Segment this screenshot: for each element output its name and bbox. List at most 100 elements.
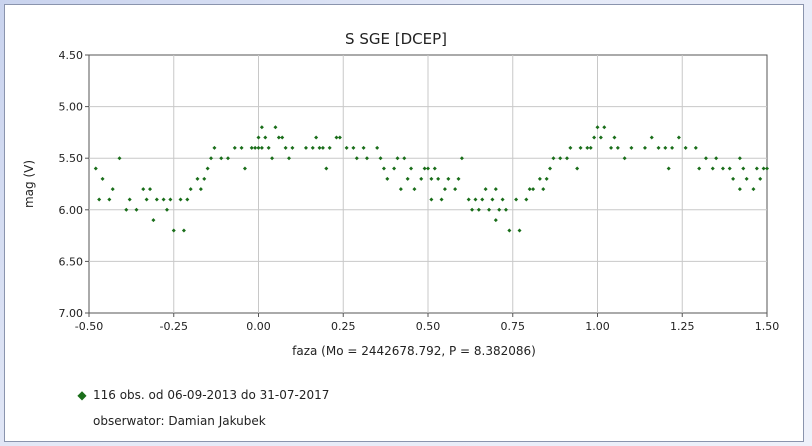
data-point bbox=[622, 156, 627, 161]
data-point bbox=[751, 187, 756, 192]
data-point bbox=[731, 176, 736, 181]
data-point bbox=[317, 145, 322, 150]
data-point bbox=[351, 145, 356, 150]
data-point bbox=[242, 166, 247, 171]
data-point bbox=[568, 145, 573, 150]
data-point bbox=[324, 166, 329, 171]
data-point bbox=[287, 156, 292, 161]
data-point bbox=[198, 187, 203, 192]
x-tick-label: -0.50 bbox=[75, 320, 103, 333]
data-point bbox=[422, 166, 427, 171]
data-point bbox=[164, 207, 169, 212]
data-point bbox=[602, 125, 607, 130]
y-tick-label: 5.50 bbox=[59, 152, 84, 165]
data-point bbox=[714, 156, 719, 161]
data-point bbox=[615, 145, 620, 150]
data-point bbox=[483, 187, 488, 192]
data-point bbox=[195, 176, 200, 181]
data-point bbox=[432, 166, 437, 171]
data-point bbox=[737, 187, 742, 192]
data-point bbox=[212, 145, 217, 150]
data-point bbox=[205, 166, 210, 171]
data-point bbox=[364, 156, 369, 161]
y-tick-label: 4.50 bbox=[59, 49, 84, 62]
data-point bbox=[344, 145, 349, 150]
data-points bbox=[93, 125, 769, 233]
data-point bbox=[327, 145, 332, 150]
data-point bbox=[256, 135, 261, 140]
y-tick-label: 6.50 bbox=[59, 255, 84, 268]
data-point bbox=[588, 145, 593, 150]
data-point bbox=[507, 228, 512, 233]
data-point bbox=[514, 197, 519, 202]
data-point bbox=[436, 176, 441, 181]
data-point bbox=[171, 228, 176, 233]
legend-marker-icon: ◆ bbox=[77, 388, 87, 402]
data-point bbox=[453, 187, 458, 192]
data-point bbox=[110, 187, 115, 192]
data-point bbox=[209, 156, 214, 161]
data-point bbox=[402, 156, 407, 161]
data-point bbox=[612, 135, 617, 140]
data-point bbox=[280, 135, 285, 140]
data-point bbox=[598, 135, 603, 140]
data-point bbox=[395, 156, 400, 161]
x-tick-label: 0.00 bbox=[246, 320, 271, 333]
data-point bbox=[737, 156, 742, 161]
data-point bbox=[337, 135, 342, 140]
data-point bbox=[466, 197, 471, 202]
x-tick-label: 1.25 bbox=[670, 320, 695, 333]
data-point bbox=[354, 156, 359, 161]
data-point bbox=[392, 166, 397, 171]
data-point bbox=[202, 176, 207, 181]
data-point bbox=[459, 156, 464, 161]
data-point bbox=[531, 187, 536, 192]
data-point bbox=[314, 135, 319, 140]
data-point bbox=[564, 156, 569, 161]
data-point bbox=[476, 207, 481, 212]
data-point bbox=[144, 197, 149, 202]
data-point bbox=[225, 156, 230, 161]
data-point bbox=[239, 145, 244, 150]
data-point bbox=[334, 135, 339, 140]
data-point bbox=[185, 197, 190, 202]
data-point bbox=[703, 156, 708, 161]
y-axis-ticks: 4.50 5.00 5.50 6.00 6.50 7.00 bbox=[59, 49, 89, 320]
data-point bbox=[154, 197, 159, 202]
data-point bbox=[487, 207, 492, 212]
data-point bbox=[256, 145, 261, 150]
data-point bbox=[107, 197, 112, 202]
x-tick-label: 0.25 bbox=[331, 320, 356, 333]
data-point bbox=[585, 145, 590, 150]
data-point bbox=[148, 187, 153, 192]
data-point bbox=[497, 207, 502, 212]
data-point bbox=[697, 166, 702, 171]
data-point bbox=[642, 145, 647, 150]
data-point bbox=[439, 197, 444, 202]
data-point bbox=[124, 207, 129, 212]
data-point bbox=[181, 228, 186, 233]
data-point bbox=[426, 166, 430, 171]
data-point bbox=[270, 156, 275, 161]
data-point bbox=[134, 207, 139, 212]
data-point bbox=[375, 145, 380, 150]
data-point bbox=[649, 135, 654, 140]
chart-panel: S SGE [DCEP] -0.50 -0.25 0.00 0.25 0.50 0.75 1… bbox=[4, 4, 804, 442]
data-point bbox=[446, 176, 451, 181]
legend-entry: 116 obs. od 06-09-2013 do 31-07-2017 bbox=[93, 388, 330, 402]
data-point bbox=[500, 197, 505, 202]
x-axis-ticks: -0.50 -0.25 0.00 0.25 0.50 0.75 1.00 1.25 1.50 bbox=[75, 313, 779, 333]
x-tick-label: 0.50 bbox=[416, 320, 441, 333]
data-point bbox=[253, 145, 258, 150]
data-point bbox=[97, 197, 102, 202]
data-point bbox=[266, 145, 271, 150]
data-point bbox=[442, 187, 447, 192]
data-point bbox=[727, 166, 732, 171]
data-point bbox=[741, 166, 746, 171]
data-point bbox=[456, 176, 461, 181]
data-point bbox=[276, 135, 281, 140]
data-point bbox=[381, 166, 386, 171]
data-point bbox=[249, 145, 254, 150]
data-point bbox=[178, 197, 183, 202]
data-point bbox=[666, 166, 671, 171]
